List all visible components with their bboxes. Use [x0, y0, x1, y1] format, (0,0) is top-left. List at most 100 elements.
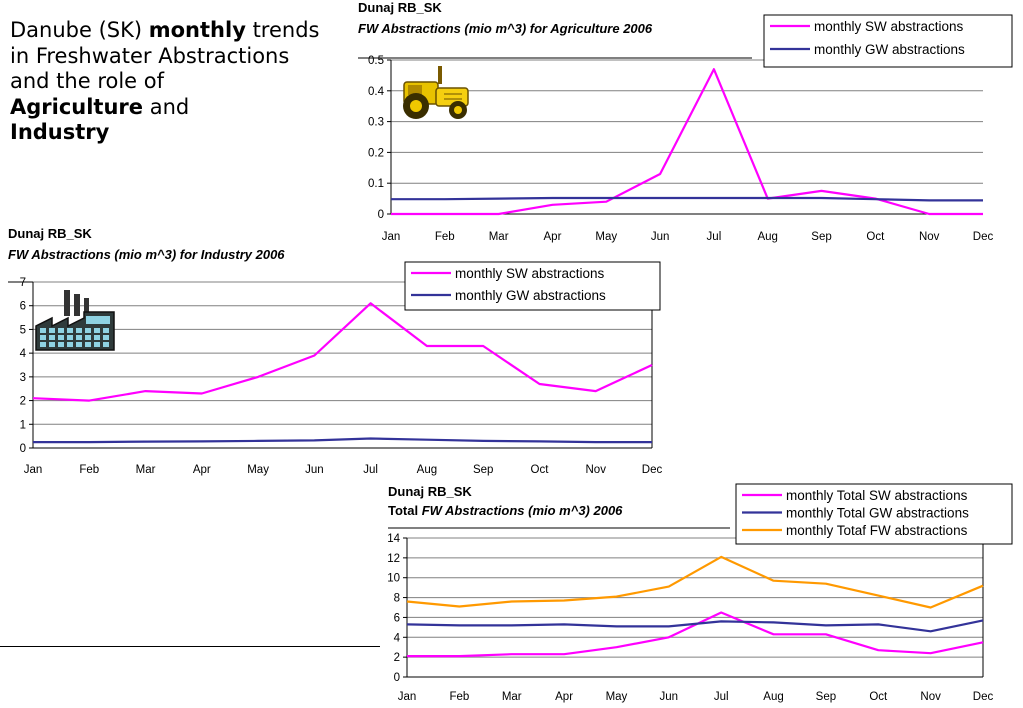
y-tick-label: 10 [387, 573, 400, 585]
x-tick-label: Sep [816, 691, 836, 703]
legend-label: monthly Totaf FW abstractions [786, 523, 968, 538]
x-tick-label: Jun [651, 231, 670, 243]
y-tick-label: 0 [394, 672, 400, 684]
y-tick-label: 5 [20, 324, 26, 336]
x-tick-label: Feb [449, 691, 469, 703]
x-tick-label: Aug [757, 231, 777, 243]
x-tick-label: Jul [707, 231, 722, 243]
chart-subtitle-text: FW Abstractions (mio m^3) for Industry 2… [8, 247, 285, 262]
legend-label: monthly SW abstractions [455, 266, 605, 281]
series-line-2 [406, 555, 984, 609]
x-tick-label: Nov [586, 464, 607, 476]
y-tick-label: 2 [20, 396, 26, 408]
y-tick-label: 0 [378, 209, 384, 221]
divider-line [0, 646, 380, 647]
slide-title: Danube (SK) monthly trends in Freshwater… [10, 18, 340, 146]
chart-legend: monthly SW abstractions monthly GW abstra… [763, 14, 1013, 68]
x-tick-label: Jan [382, 231, 401, 243]
slide-title-part: Danube (SK) [10, 18, 149, 42]
legend-box [763, 14, 1013, 68]
x-tick-label: Sep [811, 231, 831, 243]
tractor-icon [403, 66, 469, 119]
chart-subtitle: FW Abstractions (mio m^3) for Agricultur… [358, 21, 653, 36]
chart-legend: monthly Total SW abstractions monthly Tot… [735, 483, 1013, 545]
y-tick-label: 8 [394, 593, 400, 605]
slide-title-part: Agriculture [10, 94, 144, 119]
series-line-0 [407, 611, 984, 658]
x-tick-label: Feb [79, 464, 99, 476]
x-tick-label: Apr [193, 464, 211, 476]
y-tick-label: 12 [387, 553, 400, 565]
series-line-0 [391, 68, 983, 216]
y-tick-label: 4 [20, 348, 27, 360]
y-tick-label: 0.4 [368, 86, 385, 98]
y-tick-label: 0.5 [368, 55, 384, 67]
legend-label: monthly GW abstractions [814, 42, 965, 57]
x-tick-label: Jun [305, 464, 324, 476]
y-tick-label: 14 [387, 533, 400, 545]
x-tick-label: Apr [544, 231, 562, 243]
chart-subtitle: Total FW Abstractions (mio m^3) 2006 [388, 503, 623, 518]
y-tick-label: 7 [20, 277, 26, 289]
legend-label: monthly Total SW abstractions [786, 488, 968, 503]
y-tick-label: 0 [20, 443, 26, 455]
agriculture-chart: Dunaj RB_SK FW Abstractions (mio m^3) for… [0, 0, 1023, 245]
industry-chart-svg: Dunaj RB_SK FW Abstractions (mio m^3) for… [8, 226, 663, 476]
slide-title-part: monthly [148, 18, 246, 42]
x-tick-label: Mar [136, 464, 156, 476]
series-line-0 [32, 302, 653, 402]
x-tick-label: Jul [363, 464, 378, 476]
x-tick-label: May [606, 691, 628, 703]
y-tick-label: 2 [394, 652, 400, 664]
x-tick-label: May [247, 464, 269, 476]
x-tick-label: Aug [763, 691, 783, 703]
x-tick-label: Aug [417, 464, 437, 476]
x-tick-label: Dec [973, 231, 994, 243]
x-tick-label: Oct [869, 691, 888, 703]
x-tick-label: Dec [642, 464, 663, 476]
y-tick-label: 0.1 [368, 178, 384, 190]
x-tick-label: Sep [473, 464, 493, 476]
series-line-1 [406, 619, 984, 633]
legend-label: monthly SW abstractions [814, 19, 964, 34]
chart-subtitle-text: FW Abstractions (mio m^3) 2006 [422, 503, 623, 518]
legend-label: monthly Total GW abstractions [786, 506, 969, 521]
x-tick-label: Oct [866, 231, 885, 243]
legend-label: monthly GW abstractions [455, 288, 606, 303]
slide-title-part: and the role of [10, 69, 165, 93]
chart-title: Dunaj RB_SK [8, 226, 92, 241]
x-tick-label: Mar [502, 691, 522, 703]
y-tick-label: 1 [20, 419, 26, 431]
x-tick-label: Nov [920, 691, 941, 703]
slide-title-part: trends in Freshwater Abstractions [10, 18, 320, 68]
y-tick-label: 6 [20, 301, 26, 313]
slide-title-part: Industry [10, 120, 110, 144]
x-tick-label: Nov [919, 231, 940, 243]
chart-title: Dunaj RB_SK [358, 0, 442, 15]
chart-legend: monthly SW abstractions monthly GW abstra… [404, 261, 661, 311]
agriculture-chart-svg: Dunaj RB_SK FW Abstractions (mio m^3) for… [358, 0, 1013, 243]
series-line-1 [33, 437, 652, 444]
chart-subtitle-prefix: Total [388, 503, 422, 518]
chart-subtitle-text: FW Abstractions (mio m^3) for Agricultur… [358, 21, 653, 36]
x-tick-label: Feb [435, 231, 455, 243]
chart-title: Dunaj RB_SK [388, 484, 472, 499]
x-tick-label: Jan [398, 691, 417, 703]
legend-box [404, 261, 661, 311]
slide-title-part: and [143, 94, 190, 119]
x-tick-label: Jan [24, 464, 43, 476]
chart-subtitle: FW Abstractions (mio m^3) for Industry 2… [8, 247, 285, 262]
factory-icon [35, 290, 115, 351]
industry-chart: Dunaj RB_SK FW Abstractions (mio m^3) for… [8, 226, 663, 476]
x-tick-label: Jul [714, 691, 729, 703]
y-tick-label: 6 [394, 612, 400, 624]
y-tick-label: 3 [20, 372, 26, 384]
y-tick-label: 0.3 [368, 117, 384, 129]
x-tick-label: Apr [555, 691, 573, 703]
series-line-1 [391, 196, 983, 202]
y-tick-label: 0.2 [368, 147, 384, 159]
x-tick-label: Mar [489, 231, 509, 243]
x-tick-label: Oct [531, 464, 550, 476]
